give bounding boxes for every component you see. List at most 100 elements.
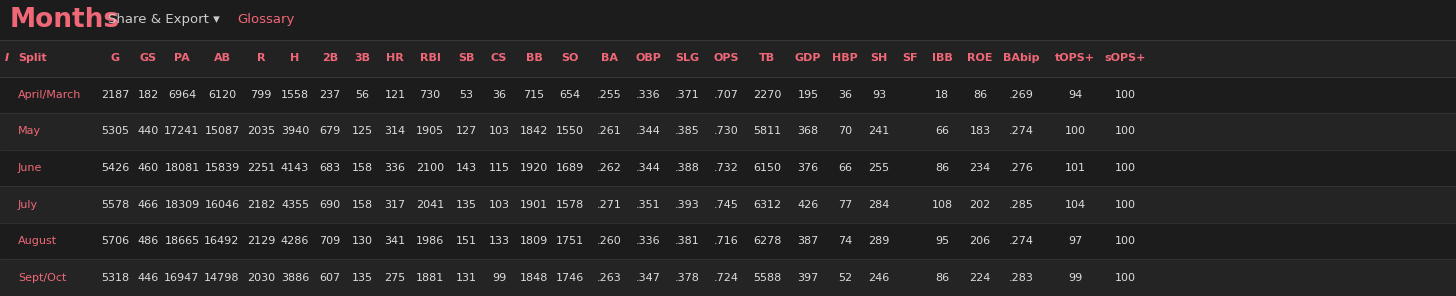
Text: 6150: 6150 <box>753 163 780 173</box>
Text: April/March: April/March <box>17 90 82 100</box>
Text: GDP: GDP <box>795 53 821 63</box>
Text: 341: 341 <box>384 236 406 246</box>
Text: SLG: SLG <box>676 53 699 63</box>
Text: .263: .263 <box>597 273 622 283</box>
Text: 99: 99 <box>1067 273 1082 283</box>
Text: OPS: OPS <box>713 53 738 63</box>
Text: 95: 95 <box>935 236 949 246</box>
Text: 2182: 2182 <box>248 200 275 210</box>
Text: 679: 679 <box>319 126 341 136</box>
Text: .285: .285 <box>1009 200 1034 210</box>
Text: 4355: 4355 <box>281 200 309 210</box>
Text: 100: 100 <box>1114 200 1136 210</box>
Text: 53: 53 <box>459 90 473 100</box>
Text: 799: 799 <box>250 90 272 100</box>
Text: 6278: 6278 <box>753 236 782 246</box>
Text: 135: 135 <box>456 200 476 210</box>
Text: R: R <box>256 53 265 63</box>
Text: 6120: 6120 <box>208 90 236 100</box>
Text: 683: 683 <box>319 163 341 173</box>
Text: 2270: 2270 <box>753 90 782 100</box>
Text: .274: .274 <box>1009 126 1034 136</box>
Text: .730: .730 <box>713 126 738 136</box>
Text: 2129: 2129 <box>248 236 275 246</box>
Text: 56: 56 <box>355 90 368 100</box>
Text: 182: 182 <box>137 90 159 100</box>
Text: ROE: ROE <box>967 53 993 63</box>
Text: tOPS+: tOPS+ <box>1056 53 1095 63</box>
Text: 368: 368 <box>798 126 818 136</box>
Text: SH: SH <box>871 53 888 63</box>
Text: 336: 336 <box>384 163 406 173</box>
Text: RBI: RBI <box>419 53 440 63</box>
Text: 397: 397 <box>798 273 818 283</box>
Text: Split: Split <box>17 53 47 63</box>
Text: 5578: 5578 <box>100 200 130 210</box>
Text: 1905: 1905 <box>416 126 444 136</box>
Text: 5305: 5305 <box>100 126 130 136</box>
Text: 158: 158 <box>351 200 373 210</box>
Text: PA: PA <box>175 53 189 63</box>
Text: 5426: 5426 <box>100 163 130 173</box>
Text: .269: .269 <box>1009 90 1034 100</box>
Text: 1986: 1986 <box>416 236 444 246</box>
Text: .378: .378 <box>674 273 699 283</box>
Text: 151: 151 <box>456 236 476 246</box>
Text: 93: 93 <box>872 90 887 100</box>
Text: 108: 108 <box>932 200 952 210</box>
Text: IBB: IBB <box>932 53 952 63</box>
Text: 130: 130 <box>351 236 373 246</box>
Text: 195: 195 <box>798 90 818 100</box>
Text: 5588: 5588 <box>753 273 780 283</box>
Text: .262: .262 <box>597 163 622 173</box>
Text: .283: .283 <box>1009 273 1034 283</box>
Text: 3940: 3940 <box>281 126 309 136</box>
Text: 97: 97 <box>1067 236 1082 246</box>
Text: 1689: 1689 <box>556 163 584 173</box>
Text: 1901: 1901 <box>520 200 547 210</box>
Bar <box>0 186 1456 223</box>
Text: 2187: 2187 <box>100 90 130 100</box>
Text: 52: 52 <box>839 273 852 283</box>
Text: .716: .716 <box>713 236 738 246</box>
Text: 376: 376 <box>798 163 818 173</box>
Text: July: July <box>17 200 38 210</box>
Text: BB: BB <box>526 53 543 63</box>
Text: 4143: 4143 <box>281 163 309 173</box>
Text: BAbip: BAbip <box>1003 53 1040 63</box>
Text: .276: .276 <box>1009 163 1034 173</box>
Text: 460: 460 <box>137 163 159 173</box>
Bar <box>0 150 1456 186</box>
Text: 121: 121 <box>384 90 406 100</box>
Text: May: May <box>17 126 41 136</box>
Text: 709: 709 <box>319 236 341 246</box>
Text: 100: 100 <box>1114 236 1136 246</box>
Text: 100: 100 <box>1114 163 1136 173</box>
Text: 3886: 3886 <box>281 273 309 283</box>
Text: 1848: 1848 <box>520 273 549 283</box>
Bar <box>0 223 1456 259</box>
Text: 36: 36 <box>492 90 507 100</box>
Text: GS: GS <box>140 53 157 63</box>
Text: 466: 466 <box>137 200 159 210</box>
Text: Months: Months <box>10 7 121 33</box>
Text: 103: 103 <box>489 200 510 210</box>
Text: 101: 101 <box>1064 163 1086 173</box>
Text: 241: 241 <box>868 126 890 136</box>
Text: G: G <box>111 53 119 63</box>
Text: 100: 100 <box>1114 90 1136 100</box>
Text: 127: 127 <box>456 126 476 136</box>
Text: sOPS+: sOPS+ <box>1104 53 1146 63</box>
Text: 237: 237 <box>319 90 341 100</box>
Bar <box>0 113 1456 150</box>
Text: 1550: 1550 <box>556 126 584 136</box>
Text: Share & Export ▾: Share & Export ▾ <box>108 14 220 27</box>
Text: 183: 183 <box>970 126 990 136</box>
Text: 314: 314 <box>384 126 406 136</box>
Text: 100: 100 <box>1064 126 1086 136</box>
Text: .347: .347 <box>636 273 661 283</box>
Text: .393: .393 <box>674 200 699 210</box>
Text: Sept/Oct: Sept/Oct <box>17 273 67 283</box>
Text: 66: 66 <box>935 126 949 136</box>
Text: .260: .260 <box>597 236 622 246</box>
